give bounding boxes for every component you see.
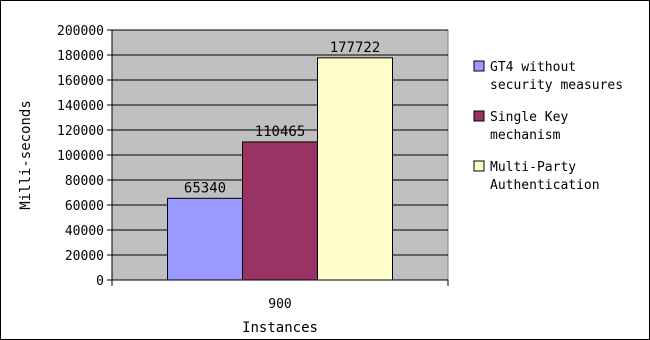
legend-label: Single Key (490, 110, 568, 125)
legend-label: GT4 without (490, 60, 576, 75)
x-axis-title: Instances (242, 320, 318, 336)
y-tick-label: 120000 (57, 124, 104, 139)
legend-label: Multi-Party (490, 160, 576, 175)
y-axis-ticks: 0 20000 40000 60000 80000 100000 120000 140000 1… (57, 24, 112, 289)
bar (242, 141, 318, 281)
y-tick-label: 160000 (57, 74, 104, 89)
legend-swatch (473, 110, 485, 122)
y-tick-label: 200000 (57, 24, 104, 39)
data-label: 110465 (255, 124, 306, 140)
bars (167, 57, 393, 281)
y-tick-label: 0 (96, 274, 104, 289)
legend-label: Authentication (490, 178, 600, 193)
y-tick-label: 20000 (65, 249, 104, 264)
data-label: 177722 (330, 40, 381, 56)
y-tick-label: 140000 (57, 99, 104, 114)
x-tick-label: 900 (268, 297, 291, 312)
bar (317, 57, 393, 281)
legend: GT4 without security measures Single Key me… (462, 50, 648, 200)
legend-label: mechanism (490, 128, 561, 143)
bar (167, 197, 243, 281)
legend-box (462, 50, 648, 200)
legend-swatch (473, 160, 485, 172)
legend-label: security measures (490, 78, 623, 93)
y-axis-title: Milli-seconds (18, 100, 34, 210)
y-tick-label: 180000 (57, 49, 104, 64)
data-labels: 65340 110465 177722 (184, 40, 380, 196)
data-label: 65340 (184, 180, 226, 196)
y-tick-label: 100000 (57, 149, 104, 164)
y-tick-label: 80000 (65, 174, 104, 189)
y-tick-label: 60000 (65, 199, 104, 214)
legend-swatch (473, 60, 485, 72)
y-tick-label: 40000 (65, 224, 104, 239)
